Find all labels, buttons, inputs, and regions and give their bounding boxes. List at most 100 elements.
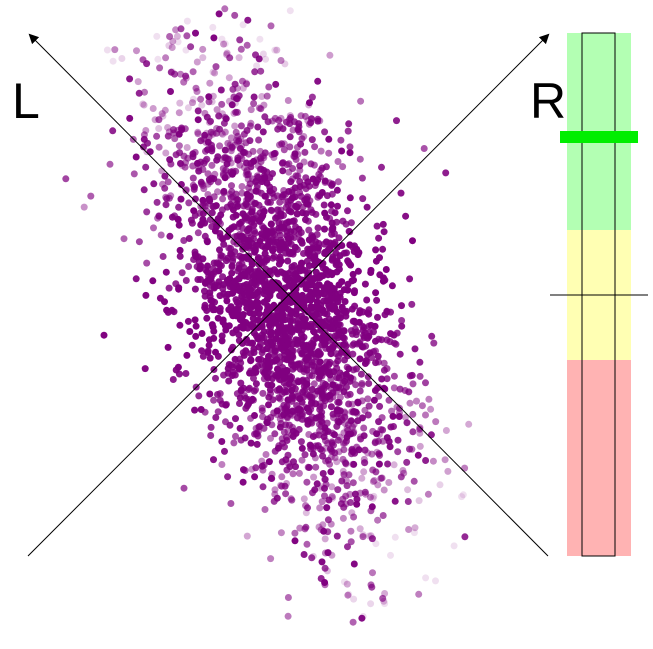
sample-dot — [291, 243, 299, 251]
sample-dot — [318, 447, 326, 454]
sample-dot — [162, 201, 170, 209]
sample-dot — [398, 317, 406, 324]
sample-dot — [252, 386, 260, 394]
sample-dot — [244, 324, 252, 332]
sample-dot — [304, 504, 311, 512]
sample-dot — [285, 160, 293, 168]
sample-dot — [257, 189, 265, 197]
sample-dot — [143, 259, 151, 267]
sample-dot — [178, 269, 186, 277]
sample-dot — [194, 116, 202, 124]
sample-dot — [266, 174, 274, 182]
sample-dot — [336, 393, 344, 401]
sample-dot — [297, 112, 305, 120]
sample-dot — [341, 340, 349, 348]
sample-dot — [103, 46, 111, 54]
sample-dot — [208, 209, 216, 217]
sample-dot — [126, 114, 134, 122]
sample-dot — [292, 290, 300, 298]
sample-dot — [210, 327, 218, 335]
sample-dot — [264, 118, 272, 126]
sample-dot — [194, 159, 201, 167]
sample-dot — [267, 206, 275, 214]
sample-dot — [281, 374, 288, 382]
sample-dot — [378, 414, 386, 422]
sample-dot — [303, 353, 311, 361]
sample-dot — [242, 347, 250, 355]
sample-dot — [183, 144, 191, 151]
sample-dot — [232, 190, 240, 198]
sample-dot — [367, 600, 375, 608]
sample-dot — [256, 35, 264, 43]
sample-dot — [465, 420, 473, 428]
sample-dot — [247, 106, 255, 114]
sample-dot — [408, 445, 416, 453]
sample-dot — [367, 532, 375, 540]
sample-dot — [344, 257, 352, 265]
sample-dot — [284, 197, 292, 205]
sample-dot — [206, 390, 214, 398]
sample-dot — [362, 342, 370, 350]
sample-dot — [358, 614, 366, 622]
sample-dot — [327, 201, 335, 209]
sample-dot — [346, 194, 354, 202]
sample-dot — [296, 360, 304, 368]
sample-dot — [216, 307, 224, 315]
sample-dot — [262, 451, 270, 458]
sample-dot — [209, 23, 217, 31]
sample-dot — [316, 400, 324, 407]
sample-dot — [282, 382, 290, 390]
sample-dot — [303, 417, 311, 424]
correlation-meter — [550, 32, 648, 557]
sample-dot — [367, 269, 375, 276]
sample-dot — [305, 262, 313, 270]
sample-dot — [221, 174, 229, 182]
sample-dot — [361, 488, 369, 496]
sample-dot — [386, 443, 394, 451]
sample-dot — [380, 486, 388, 494]
sample-dot — [316, 358, 324, 366]
sample-dot — [326, 51, 334, 59]
sample-dot — [296, 365, 304, 373]
sample-dot — [196, 209, 204, 217]
sample-dot — [267, 474, 275, 482]
sample-dot — [208, 98, 216, 106]
sample-dot — [207, 178, 214, 186]
sample-dot — [376, 402, 384, 410]
sample-dot — [436, 481, 444, 489]
sample-dot — [321, 209, 329, 217]
sample-dot — [340, 429, 348, 437]
sample-dot — [388, 282, 396, 290]
sample-dot — [345, 471, 353, 479]
sample-dot — [339, 514, 347, 522]
sample-dot — [217, 86, 225, 94]
sample-dot — [285, 218, 293, 226]
sample-dot — [220, 40, 228, 48]
sample-dot — [430, 339, 438, 347]
sample-dot — [346, 143, 354, 151]
sample-dot — [297, 140, 305, 148]
sample-dot — [363, 203, 371, 211]
sample-dot — [338, 147, 346, 155]
left-label: L — [12, 73, 40, 129]
sample-dot — [205, 98, 213, 106]
sample-dot — [347, 430, 355, 438]
sample-dot — [343, 482, 351, 490]
sample-dot — [225, 74, 233, 82]
sample-dot — [218, 461, 226, 468]
sample-dot — [391, 497, 399, 505]
sample-dot — [375, 460, 383, 468]
sample-dot — [283, 402, 291, 410]
sample-dot — [164, 132, 172, 140]
sample-dot — [271, 46, 279, 54]
sample-dot — [176, 252, 184, 260]
sample-dot — [293, 204, 301, 211]
sample-dot — [344, 591, 352, 599]
sample-dot — [317, 147, 325, 155]
sample-dot — [235, 337, 243, 345]
sample-dot — [239, 21, 247, 29]
sample-dot — [336, 342, 344, 349]
sample-dot — [318, 394, 326, 402]
sample-dot — [333, 186, 341, 194]
sample-dot — [258, 349, 266, 357]
